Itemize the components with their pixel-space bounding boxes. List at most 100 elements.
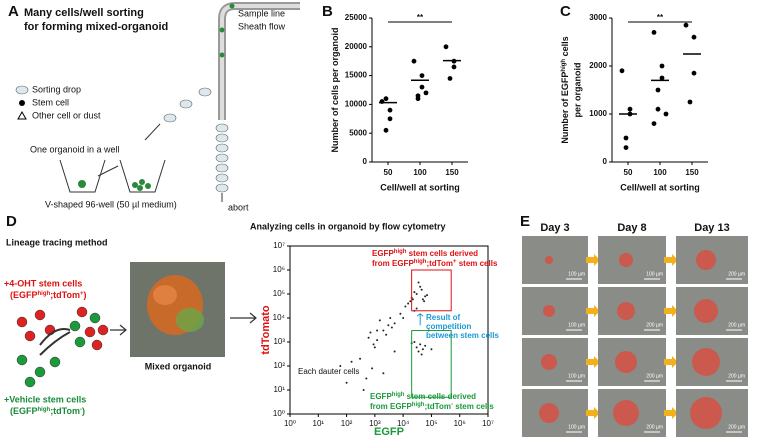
cells-illustration bbox=[16, 262, 257, 388]
dot bbox=[383, 127, 389, 133]
arrow bbox=[664, 254, 678, 266]
annotation: Each dauter cells bbox=[298, 367, 359, 376]
dot bbox=[619, 68, 625, 74]
dot bbox=[419, 84, 425, 90]
x-tick-label: 10⁷ bbox=[482, 419, 494, 428]
y-tick-label: 10⁷ bbox=[273, 241, 285, 250]
point bbox=[371, 367, 374, 370]
text-part: from EGFP bbox=[370, 402, 412, 411]
point bbox=[423, 300, 426, 303]
text-part: stem cells derived bbox=[406, 249, 478, 258]
dot bbox=[443, 44, 449, 50]
organoid bbox=[619, 253, 633, 267]
microscopy-grid: Day 3 Day 8 Day 13 100 µm 100 µm 200 µm 100 µm… bbox=[522, 222, 748, 437]
gate bbox=[411, 269, 452, 312]
point bbox=[430, 348, 433, 351]
column-label: Day 3 bbox=[540, 222, 569, 234]
legend-label: Sorting drop bbox=[32, 84, 81, 94]
scale-label: 200 µm bbox=[728, 322, 745, 328]
panel-label: D bbox=[6, 213, 17, 230]
text-part: ) bbox=[84, 290, 87, 300]
point bbox=[411, 298, 414, 301]
plot-frame bbox=[289, 245, 489, 415]
text-part: Number of EGFP bbox=[560, 72, 570, 144]
x-tick-label: 100 bbox=[413, 168, 427, 177]
dot bbox=[655, 106, 661, 112]
text-part: Number of cells per organoid bbox=[330, 27, 340, 152]
organoid bbox=[543, 305, 555, 317]
text-part: cells bbox=[560, 36, 570, 59]
x-axis-label: Cell/well at sorting bbox=[620, 182, 700, 192]
y-tick-label: 10⁰ bbox=[273, 409, 285, 418]
text-part: EGFP bbox=[372, 249, 394, 258]
text-part: high bbox=[38, 291, 51, 297]
scale-label: 200 µm bbox=[646, 373, 663, 379]
text-part: stem cells bbox=[456, 259, 497, 268]
dot bbox=[655, 87, 661, 93]
organoid bbox=[613, 400, 639, 426]
point bbox=[359, 357, 362, 360]
dot bbox=[419, 73, 425, 78]
legend-label: Other cell or dust bbox=[32, 110, 101, 120]
arrow bbox=[416, 313, 424, 326]
annotation: EGFPhigh stem cells derived bbox=[372, 249, 478, 259]
dot bbox=[387, 116, 393, 122]
dot bbox=[683, 22, 689, 28]
dot bbox=[415, 96, 421, 102]
label: +4-OHT stem cells bbox=[4, 278, 82, 288]
panel-label: E bbox=[520, 213, 530, 230]
y-tick-label: 10¹ bbox=[273, 385, 285, 394]
scale-label: 100 µm bbox=[568, 271, 585, 277]
text-part: + bbox=[453, 259, 457, 265]
point bbox=[376, 329, 379, 332]
text-part: high bbox=[561, 59, 567, 72]
legend-label: Stem cell bbox=[32, 97, 69, 107]
point bbox=[415, 307, 418, 310]
dot bbox=[423, 90, 429, 96]
dot bbox=[687, 99, 693, 105]
organoid bbox=[692, 348, 720, 376]
point bbox=[378, 319, 381, 322]
point bbox=[413, 291, 416, 294]
significance: ** bbox=[657, 13, 664, 22]
label: +Vehicle stem cells bbox=[4, 394, 86, 404]
point bbox=[393, 322, 396, 325]
text-part: ;tdTom bbox=[50, 406, 80, 416]
x-tick-label: 10⁴ bbox=[397, 419, 410, 428]
panel-title: Many cells/well sorting bbox=[24, 7, 144, 19]
text-part: + bbox=[80, 291, 84, 297]
point bbox=[424, 344, 427, 347]
scale-label: 100 µm bbox=[568, 322, 585, 328]
dot bbox=[663, 111, 669, 117]
text-part: (EGFP bbox=[10, 290, 38, 300]
point bbox=[387, 324, 390, 327]
text-part: high bbox=[394, 249, 407, 255]
label: V-shaped 96-well (50 µl medium) bbox=[45, 199, 177, 209]
annotation: from EGFPhigh;tdTom- stem cells bbox=[370, 402, 494, 412]
point bbox=[393, 350, 396, 353]
label: Sheath flow bbox=[238, 21, 286, 31]
subtitle: Lineage tracing method bbox=[6, 237, 108, 247]
text-part: high bbox=[414, 259, 427, 265]
y-tick-label: 10³ bbox=[273, 337, 285, 346]
y-tick-label: 2000 bbox=[589, 61, 607, 70]
dot bbox=[659, 75, 665, 81]
x-tick-label: 50 bbox=[624, 168, 633, 177]
label: abort bbox=[228, 202, 249, 212]
x-tick-label: 10¹ bbox=[313, 419, 325, 428]
scale-label: 200 µm bbox=[728, 373, 745, 379]
y-tick-label: 3000 bbox=[589, 13, 607, 22]
point bbox=[424, 295, 427, 298]
text-part: - bbox=[451, 402, 453, 408]
point bbox=[415, 293, 418, 295]
text-part: ) bbox=[82, 406, 85, 416]
organoid bbox=[541, 354, 557, 370]
point bbox=[376, 339, 379, 342]
y-tick-label: 0 bbox=[363, 157, 368, 166]
y-tick-label: 15000 bbox=[345, 71, 368, 80]
panel-label: C bbox=[560, 3, 571, 20]
point bbox=[417, 350, 420, 353]
dot bbox=[691, 70, 697, 76]
point bbox=[385, 333, 388, 336]
